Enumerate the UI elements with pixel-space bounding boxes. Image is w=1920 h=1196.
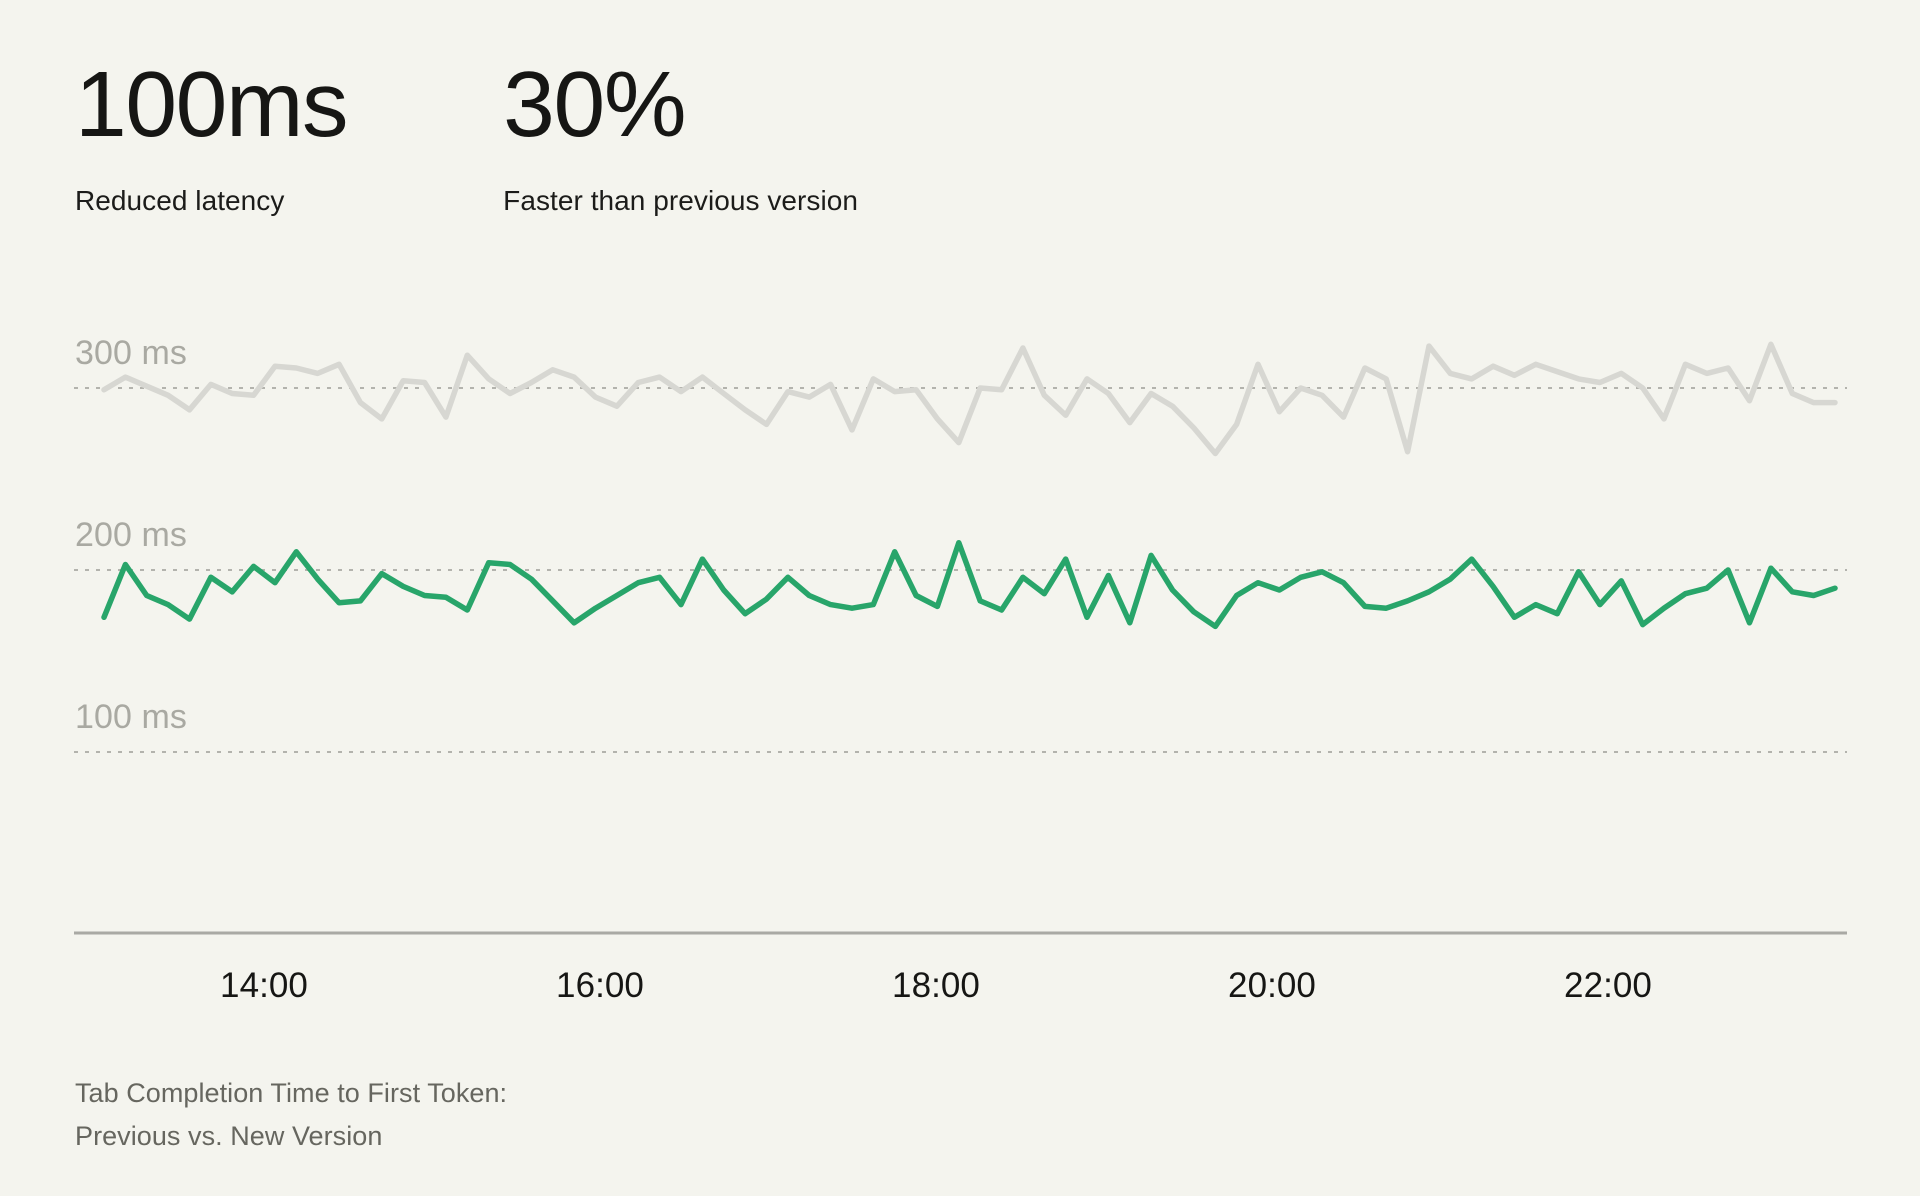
chart-caption: Tab Completion Time to First Token: Prev…: [75, 1072, 507, 1158]
y-tick-label: 100 ms: [75, 698, 187, 736]
series-new-version: [101, 539, 1838, 630]
chart-caption-line2: Previous vs. New Version: [75, 1121, 383, 1151]
y-tick-label: 300 ms: [75, 334, 187, 372]
x-tick-label: 16:00: [556, 966, 644, 1005]
series-previous-version: [101, 341, 1838, 457]
stat-value: 100ms: [75, 52, 349, 156]
x-tick-label: 18:00: [892, 966, 980, 1005]
stat-label: Faster than previous version: [503, 185, 859, 216]
chart-caption-line1: Tab Completion Time to First Token:: [75, 1078, 508, 1108]
stat-reduced-latency: 100ms Reduced latency: [75, 52, 349, 217]
stat-label: Reduced latency: [75, 185, 285, 216]
stat-faster-percentage: 30% Faster than previous version: [503, 58, 858, 217]
y-tick-label: 200 ms: [75, 516, 187, 554]
x-tick-label: 20:00: [1228, 966, 1316, 1005]
x-tick-label: 22:00: [1564, 966, 1652, 1005]
x-tick-label: 14:00: [220, 966, 308, 1005]
stat-value: 30%: [503, 52, 686, 156]
stats-row: 100ms Reduced latency 30% Faster than pr…: [75, 58, 858, 217]
